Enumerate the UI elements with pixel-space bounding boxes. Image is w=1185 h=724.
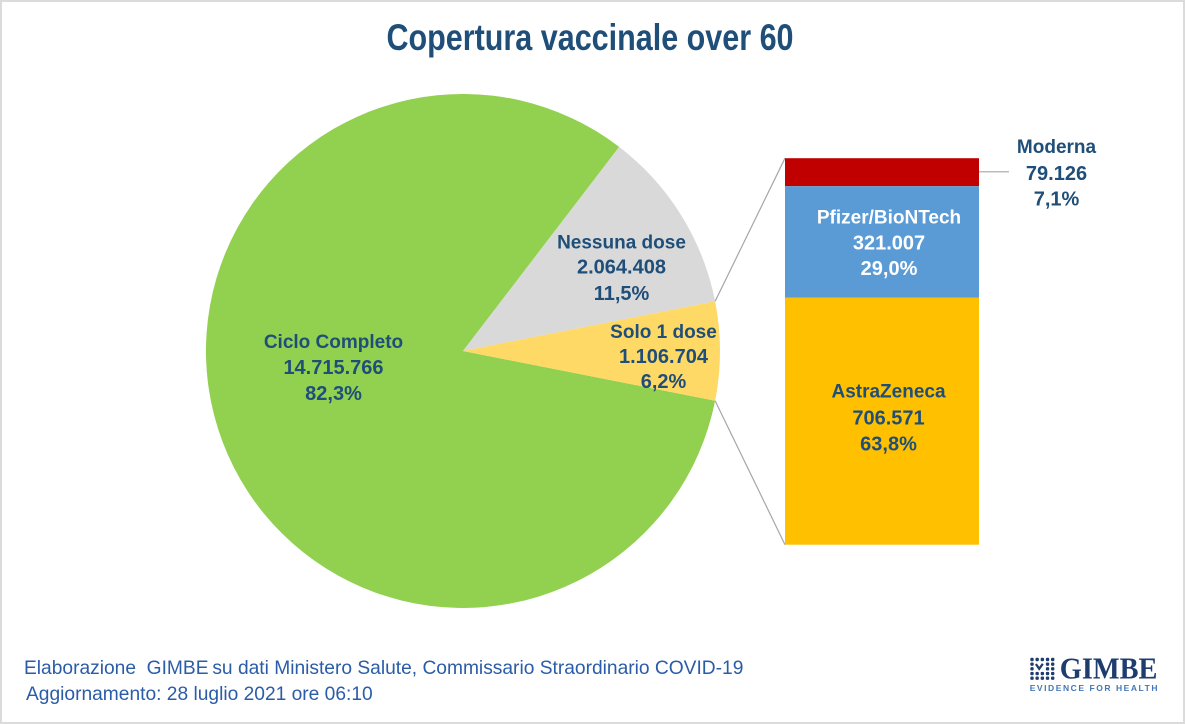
- svg-text:Elaborazione GIMBE su dati Mi: Elaborazione GIMBE su dati Ministero Sal…: [24, 658, 743, 679]
- svg-text:Nessuna dose: Nessuna dose: [557, 233, 686, 254]
- svg-text:2.064.408: 2.064.408: [577, 256, 666, 278]
- svg-text:AstraZeneca: AstraZeneca: [831, 382, 945, 403]
- svg-text:7,1%: 7,1%: [1034, 189, 1080, 211]
- svg-text:EVIDENCE FOR HEALTH: EVIDENCE FOR HEALTH: [1030, 683, 1159, 693]
- svg-text:Aggiornamento: 28 luglio 2021: Aggiornamento: 28 luglio 2021 ore 06:10: [26, 684, 373, 705]
- svg-text:1.106.704: 1.106.704: [619, 346, 709, 368]
- svg-text:29,0%: 29,0%: [861, 258, 918, 280]
- svg-text:321.007: 321.007: [853, 232, 925, 254]
- svg-text:79.126: 79.126: [1026, 163, 1087, 185]
- svg-text:11,5%: 11,5%: [594, 283, 650, 305]
- svg-text:63,8%: 63,8%: [860, 433, 917, 455]
- svg-text:Pfizer/BioNTech: Pfizer/BioNTech: [817, 208, 961, 229]
- svg-text:Solo 1 dose: Solo 1 dose: [610, 322, 717, 343]
- svg-text:GIMBE: GIMBE: [1060, 653, 1158, 686]
- svg-text:82,3%: 82,3%: [305, 383, 362, 405]
- svg-text:14.715.766: 14.715.766: [283, 357, 383, 379]
- svg-text:706.571: 706.571: [852, 407, 924, 429]
- svg-text:Moderna: Moderna: [1017, 137, 1097, 158]
- svg-text:6,2%: 6,2%: [641, 371, 687, 393]
- svg-text:Ciclo Completo: Ciclo Completo: [264, 332, 403, 353]
- svg-text:Copertura vaccinale over 60: Copertura vaccinale over 60: [386, 17, 793, 58]
